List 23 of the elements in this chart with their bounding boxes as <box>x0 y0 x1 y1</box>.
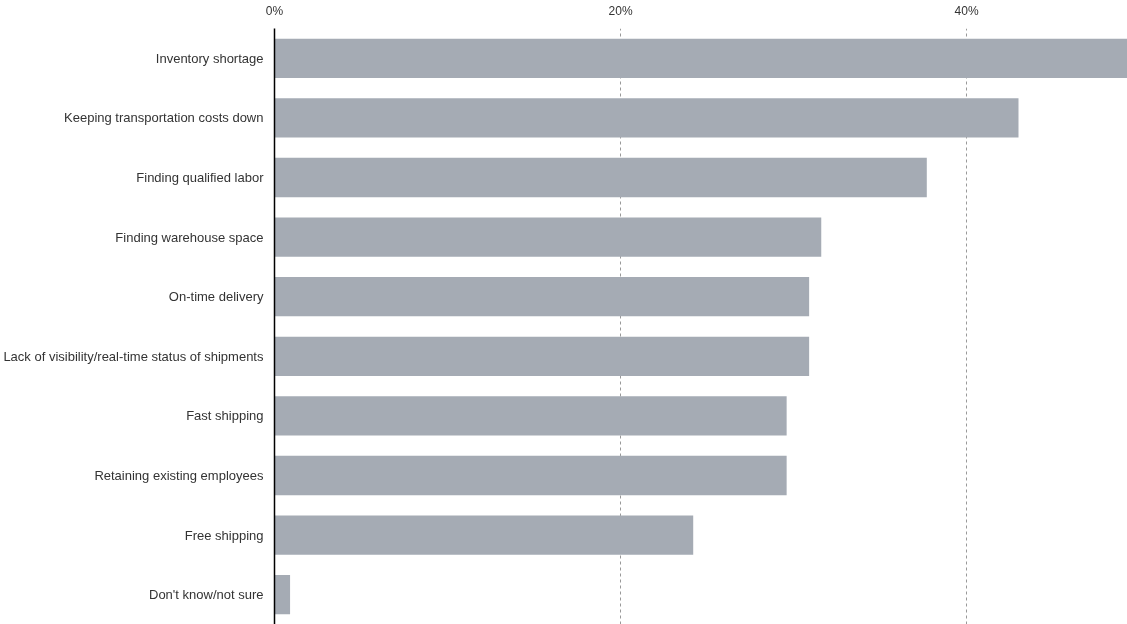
bar <box>274 157 927 198</box>
bar <box>274 396 787 436</box>
bar <box>274 455 787 496</box>
x-tick-label: 40% <box>954 3 979 18</box>
bar <box>274 217 822 257</box>
bar <box>274 575 291 615</box>
bar <box>274 277 810 317</box>
y-tick-label: Lack of visibility/real-time status of shipments <box>3 348 264 364</box>
y-tick-label: On-time delivery <box>168 289 264 305</box>
y-tick-label: Finding qualified labor <box>136 170 265 185</box>
bar <box>274 38 1127 78</box>
y-tick-label: Fast shipping <box>186 408 264 424</box>
y-tick-label: Finding warehouse space <box>115 229 264 245</box>
y-tick-label: Retaining existing employees <box>94 468 264 483</box>
bar <box>274 515 694 555</box>
y-tick-label: Don't know/not sure <box>149 587 264 603</box>
x-tick-label: 0% <box>265 3 284 18</box>
y-tick-label: Inventory shortage <box>155 50 264 66</box>
y-tick-label: Free shipping <box>184 527 264 543</box>
bar <box>274 98 1019 138</box>
bar <box>274 336 810 376</box>
y-tick-label: Keeping transportation costs down <box>64 110 264 126</box>
x-tick-label: 20% <box>608 3 633 18</box>
